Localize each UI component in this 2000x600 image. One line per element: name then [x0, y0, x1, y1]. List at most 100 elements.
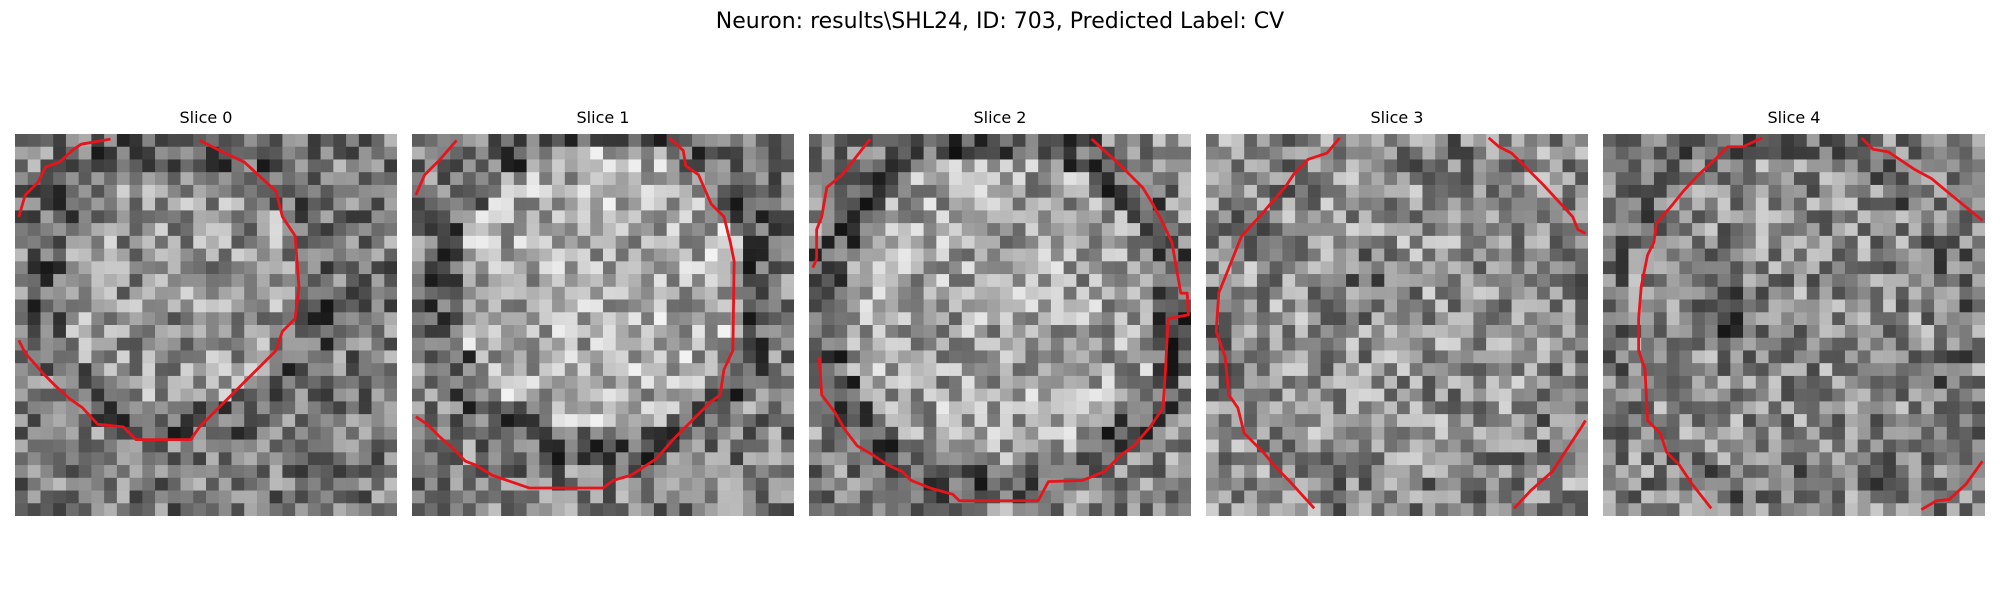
image-pixel	[679, 286, 693, 300]
image-pixel	[1806, 490, 1820, 504]
image-pixel	[1063, 274, 1077, 288]
image-pixel	[167, 172, 181, 186]
image-pixel	[1140, 235, 1154, 249]
image-pixel	[730, 414, 744, 428]
image-pixel	[1000, 210, 1013, 224]
image-pixel	[437, 452, 451, 466]
image-pixel	[1409, 184, 1423, 198]
image-pixel	[1692, 388, 1706, 402]
image-pixel	[1946, 452, 1960, 466]
image-pixel	[1603, 146, 1616, 160]
image-pixel	[116, 477, 130, 491]
image-pixel	[1384, 197, 1398, 211]
image-pixel	[53, 146, 67, 160]
image-pixel	[603, 363, 616, 377]
image-pixel	[295, 197, 309, 211]
image-pixel	[1012, 235, 1026, 249]
image-pixel	[564, 299, 578, 313]
image-pixel	[1832, 388, 1846, 402]
image-pixel	[1435, 401, 1449, 415]
image-pixel	[1422, 274, 1436, 288]
image-pixel	[206, 312, 219, 326]
image-pixel	[552, 159, 566, 173]
image-pixel	[116, 299, 130, 313]
image-pixel	[1908, 197, 1922, 211]
image-pixel	[923, 197, 937, 211]
image-pixel	[526, 465, 540, 479]
image-pixel	[65, 490, 79, 504]
image-pixel	[526, 299, 540, 313]
image-pixel	[116, 172, 130, 186]
image-pixel	[1549, 210, 1563, 224]
image-pixel	[295, 312, 309, 326]
image-pixel	[1679, 261, 1693, 275]
image-pixel	[1857, 235, 1871, 249]
image-pixel	[1755, 337, 1769, 351]
image-pixel	[1666, 134, 1680, 147]
image-pixel	[231, 261, 245, 275]
image-pixel	[1870, 503, 1884, 516]
image-pixel	[1244, 146, 1258, 160]
image-pixel	[1282, 146, 1296, 160]
image-pixel	[1921, 414, 1935, 428]
image-pixel	[1806, 261, 1820, 275]
image-pixel	[193, 401, 207, 415]
image-pixel	[1819, 223, 1833, 237]
image-pixel	[679, 299, 693, 313]
image-pixel	[1269, 426, 1283, 440]
image-pixel	[437, 184, 451, 198]
image-pixel	[218, 350, 232, 364]
figure-title: Neuron: results\SHL24, ID: 703, Predicte…	[715, 9, 1285, 34]
image-pixel	[1206, 210, 1219, 224]
image-pixel	[256, 223, 270, 237]
image-pixel	[1844, 235, 1858, 249]
image-pixel	[104, 325, 118, 338]
image-pixel	[1435, 184, 1449, 198]
image-pixel	[1704, 477, 1718, 491]
image-pixel	[615, 286, 629, 300]
image-pixel	[320, 286, 334, 300]
image-pixel	[1921, 261, 1935, 275]
image-pixel	[859, 312, 873, 326]
image-pixel	[834, 261, 848, 275]
image-pixel	[142, 235, 156, 249]
image-pixel	[1165, 375, 1179, 389]
image-pixel	[809, 210, 822, 224]
image-pixel	[987, 350, 1001, 364]
image-pixel	[1114, 375, 1128, 389]
image-pixel	[1562, 159, 1576, 173]
image-pixel	[885, 159, 899, 173]
image-pixel	[206, 452, 219, 466]
image-pixel	[1641, 299, 1655, 313]
image-pixel	[730, 401, 744, 415]
image-pixel	[1012, 503, 1026, 516]
image-pixel	[424, 210, 438, 224]
image-pixel	[91, 261, 105, 275]
image-pixel	[1653, 325, 1667, 338]
image-pixel	[1628, 235, 1642, 249]
image-pixel	[1641, 312, 1655, 326]
image-pixel	[923, 261, 937, 275]
image-pixel	[1946, 477, 1960, 491]
image-pixel	[15, 503, 28, 516]
image-pixel	[1511, 274, 1525, 288]
image-pixel	[1320, 235, 1334, 249]
image-pixel	[1025, 426, 1039, 440]
image-pixel	[949, 172, 963, 186]
image-pixel	[91, 452, 105, 466]
image-pixel	[1768, 146, 1782, 160]
image-pixel	[526, 490, 540, 504]
image-pixel	[834, 325, 848, 338]
image-pixel	[1178, 388, 1191, 402]
slice-title: Slice 3	[1370, 108, 1424, 127]
image-pixel	[1114, 274, 1128, 288]
image-pixel	[358, 503, 372, 516]
image-pixel	[552, 210, 566, 224]
image-pixel	[437, 197, 451, 211]
image-pixel	[974, 134, 988, 147]
image-pixel	[1895, 299, 1909, 313]
image-pixel	[564, 274, 578, 288]
image-pixel	[1498, 197, 1512, 211]
image-pixel	[193, 477, 207, 491]
image-pixel	[1768, 414, 1782, 428]
